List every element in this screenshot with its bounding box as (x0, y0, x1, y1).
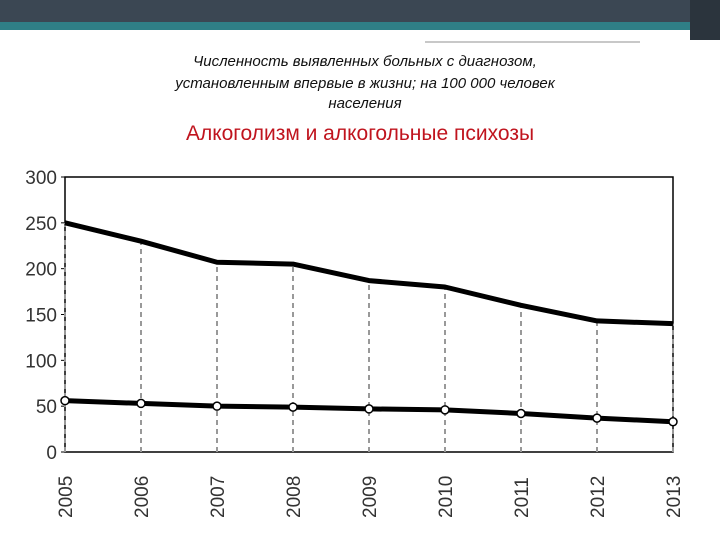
y-tick-label: 0 (46, 443, 57, 464)
y-tick-label: 300 (25, 168, 57, 189)
point (364, 404, 374, 414)
top-accent (0, 22, 720, 30)
y-tick-label: 100 (25, 351, 57, 372)
point (440, 405, 450, 415)
point (516, 408, 526, 419)
point (212, 401, 222, 411)
series-line (64, 220, 674, 327)
x-tick-label: 2006 (132, 476, 153, 518)
corner-block (690, 0, 720, 40)
point (592, 413, 602, 423)
title-line: населения (328, 95, 401, 112)
point (136, 398, 146, 409)
point (60, 395, 70, 406)
y-tick-label: 150 (25, 306, 57, 327)
top-bar (0, 0, 720, 22)
y-tick-label: 50 (36, 397, 57, 418)
x-tick-label: 2007 (208, 476, 229, 518)
point (668, 417, 678, 427)
y-tick-label: 200 (25, 260, 57, 281)
x-tick-label: 2008 (284, 476, 305, 518)
x-tick-label: 2010 (436, 476, 457, 518)
x-tick-label: 2012 (588, 476, 609, 518)
point (288, 402, 298, 412)
y-tick-label: 250 (25, 214, 57, 235)
x-tick-label: 2005 (56, 476, 77, 518)
x-tick-label: 2009 (360, 476, 381, 518)
x-tick-label: 2011 (512, 477, 533, 518)
title-line: Численность выявленных больных с диагноз… (193, 53, 537, 70)
subtitle: Алкоголизм и алкогольные психозы (186, 122, 534, 145)
x-tick-label: 2013 (664, 476, 685, 518)
title-line: установленным впервые в жизни; на 100 00… (174, 75, 556, 92)
